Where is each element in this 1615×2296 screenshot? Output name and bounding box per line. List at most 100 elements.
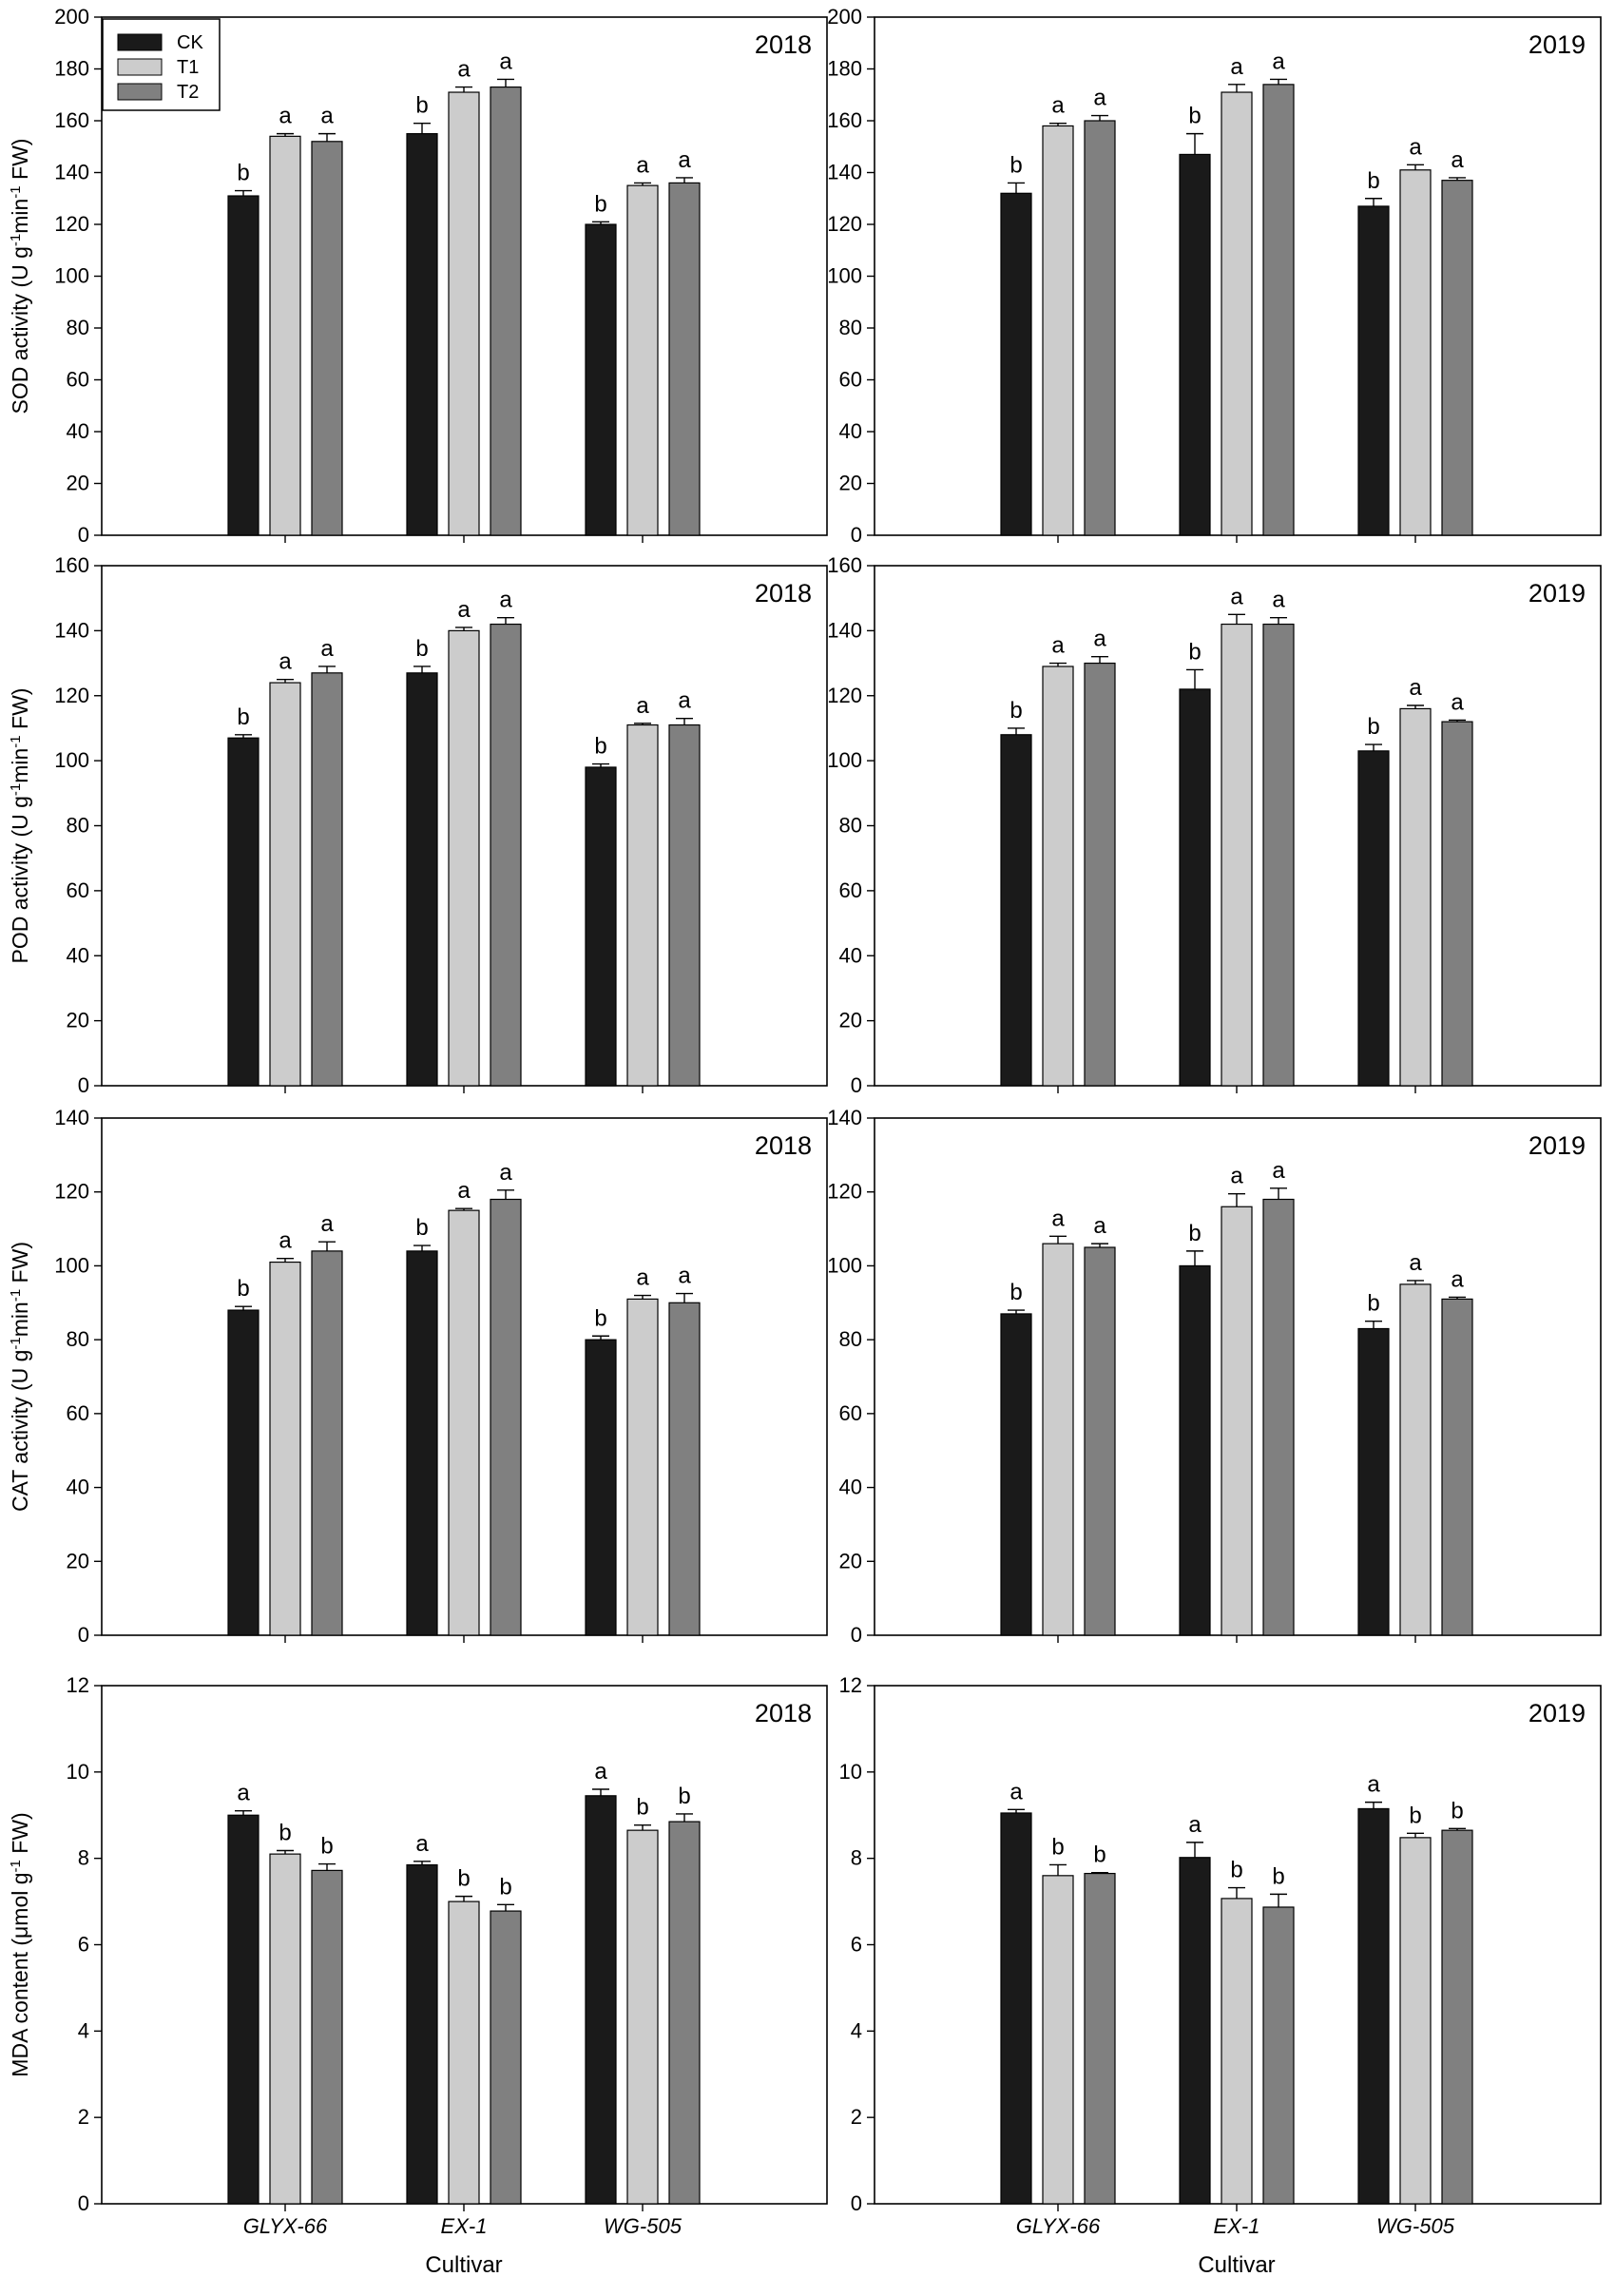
y-tick-label: 20 [67, 472, 89, 495]
category-label-ex-1-left: EX-1 [441, 2214, 488, 2238]
significance-letter: a [1051, 93, 1065, 119]
y-tick-label: 80 [839, 1327, 862, 1351]
bar-t2-glyx-66 [311, 672, 343, 1087]
bar-t2-wg-505 [668, 1821, 701, 2205]
significance-letter: b [1009, 698, 1022, 724]
significance-letter: a [279, 104, 292, 129]
y-tick-label: 6 [78, 1933, 89, 1957]
bar-t1-ex-1 [448, 629, 480, 1087]
legend: CK T1 T2 [102, 18, 221, 111]
legend-label-ck: CK [177, 32, 203, 53]
y-tick-label: 2 [78, 2105, 89, 2129]
y-tick-label: 20 [67, 1549, 89, 1572]
significance-letter: a [678, 147, 691, 173]
y-tick-label: 60 [67, 368, 89, 392]
panel-year-label: 2018 [755, 1699, 812, 1727]
y-tick-label: 140 [54, 1106, 89, 1129]
significance-letter: b [1230, 1858, 1242, 1883]
panel-year-label: 2018 [755, 1131, 812, 1160]
y-tick-label: 100 [827, 264, 862, 288]
bar-t2-wg-505 [1441, 721, 1473, 1087]
y-tick-label: 4 [78, 2018, 89, 2042]
category-label-glyx-66-left: GLYX-66 [243, 2214, 328, 2238]
y-tick-label: 40 [67, 419, 89, 443]
bar-ck-wg-505 [1357, 1807, 1390, 2205]
y-tick-label: 40 [67, 1476, 89, 1499]
y-tick-label: 0 [78, 523, 89, 547]
y-tick-label: 0 [851, 1623, 862, 1647]
legend-label-t2: T2 [177, 82, 199, 103]
y-tick-label: 20 [839, 1009, 862, 1032]
significance-letter: a [1093, 627, 1106, 652]
significance-letter: a [457, 1178, 471, 1204]
significance-letter: a [678, 1264, 691, 1289]
bar-t1-wg-505 [1399, 1837, 1432, 2205]
category-label-ex-1-right: EX-1 [1214, 2214, 1260, 2238]
bar-ck-ex-1 [1179, 1264, 1211, 1636]
significance-letter: b [237, 1276, 249, 1302]
significance-letter: b [594, 191, 606, 217]
significance-letter: b [1188, 639, 1201, 665]
y-tick-label: 120 [827, 1180, 862, 1204]
significance-letter: b [1009, 1280, 1022, 1305]
panel-year-label: 2019 [1528, 579, 1586, 608]
bar-t2-wg-505 [668, 182, 701, 536]
y-tick-label: 8 [78, 1846, 89, 1870]
y-tick-label: 140 [54, 618, 89, 642]
bar-t2-ex-1 [1262, 1906, 1295, 2205]
bar-t1-glyx-66 [1042, 125, 1074, 536]
bar-t2-ex-1 [1262, 84, 1295, 536]
bar-ck-ex-1 [1179, 153, 1211, 536]
significance-letter: b [1272, 1863, 1284, 1889]
significance-letter: b [1367, 168, 1379, 194]
bar-t1-wg-505 [626, 184, 659, 536]
significance-letter: a [1188, 1812, 1202, 1838]
significance-letter: b [1051, 1834, 1064, 1860]
y-tick-label: 0 [851, 523, 862, 547]
y-tick-label: 160 [54, 108, 89, 132]
significance-letter: b [1093, 1843, 1106, 1868]
significance-letter: b [1188, 1221, 1201, 1246]
significance-letter: b [1188, 104, 1201, 129]
y-tick-label: 60 [839, 1401, 862, 1425]
bar-ck-ex-1 [1179, 1857, 1211, 2205]
chart-panel-4: 0 20 40 60 80 100 120 140 2018 CAT activity (U g-… [8, 1106, 828, 1647]
y-tick-label: 40 [67, 943, 89, 967]
bar-t2-ex-1 [1262, 1198, 1295, 1636]
significance-letter: b [415, 93, 428, 119]
bar-ck-glyx-66 [227, 195, 260, 536]
significance-letter: b [1451, 1798, 1463, 1823]
y-tick-label: 40 [839, 943, 862, 967]
significance-letter: a [457, 597, 471, 623]
significance-letter: a [1409, 1250, 1422, 1276]
y-tick-label: 12 [67, 1673, 89, 1697]
significance-letter: b [279, 1820, 291, 1845]
significance-letter: a [1009, 1779, 1023, 1804]
y-tick-label: 8 [851, 1846, 862, 1870]
y-tick-label: 120 [827, 684, 862, 707]
chart-panel-2: 0 20 40 60 80 100 120 140 160 2018 POD activity (U… [8, 553, 828, 1097]
bar-t1-ex-1 [1221, 1898, 1253, 2205]
y-tick-label: 80 [839, 814, 862, 838]
y-tick-label: 80 [67, 316, 89, 339]
significance-letter: a [636, 693, 649, 719]
y-tick-label: 100 [54, 748, 89, 772]
bar-t2-glyx-66 [311, 1250, 343, 1636]
significance-letter: b [1367, 714, 1379, 740]
y-tick-label: 140 [827, 161, 862, 184]
bar-t1-wg-505 [1399, 707, 1432, 1087]
bar-ck-ex-1 [1179, 688, 1211, 1087]
bar-ck-glyx-66 [227, 737, 260, 1087]
bar-ck-glyx-66 [227, 1309, 260, 1636]
bar-ck-glyx-66 [1000, 734, 1032, 1087]
significance-letter: a [1051, 633, 1065, 659]
significance-letter: a [1451, 147, 1464, 173]
significance-letter: b [1009, 152, 1022, 178]
y-tick-label: 6 [851, 1933, 862, 1957]
significance-letter: a [1451, 1266, 1464, 1292]
y-tick-label: 0 [78, 2191, 89, 2215]
bar-t2-ex-1 [1262, 623, 1295, 1087]
y-tick-label: 40 [839, 1476, 862, 1499]
y-tick-label: 100 [54, 264, 89, 288]
